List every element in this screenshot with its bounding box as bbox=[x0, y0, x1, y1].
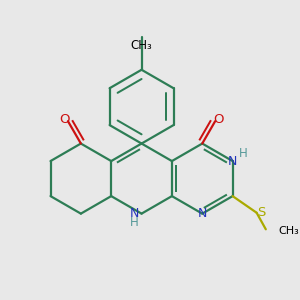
Text: H: H bbox=[238, 147, 247, 160]
Text: O: O bbox=[214, 113, 224, 126]
Text: N: N bbox=[228, 154, 237, 168]
Text: H: H bbox=[130, 216, 139, 230]
Text: CH₃: CH₃ bbox=[131, 39, 152, 52]
Text: CH₃: CH₃ bbox=[279, 226, 299, 236]
Text: N: N bbox=[198, 207, 207, 220]
Text: N: N bbox=[130, 207, 139, 220]
Text: S: S bbox=[257, 206, 266, 219]
Text: O: O bbox=[59, 113, 70, 126]
